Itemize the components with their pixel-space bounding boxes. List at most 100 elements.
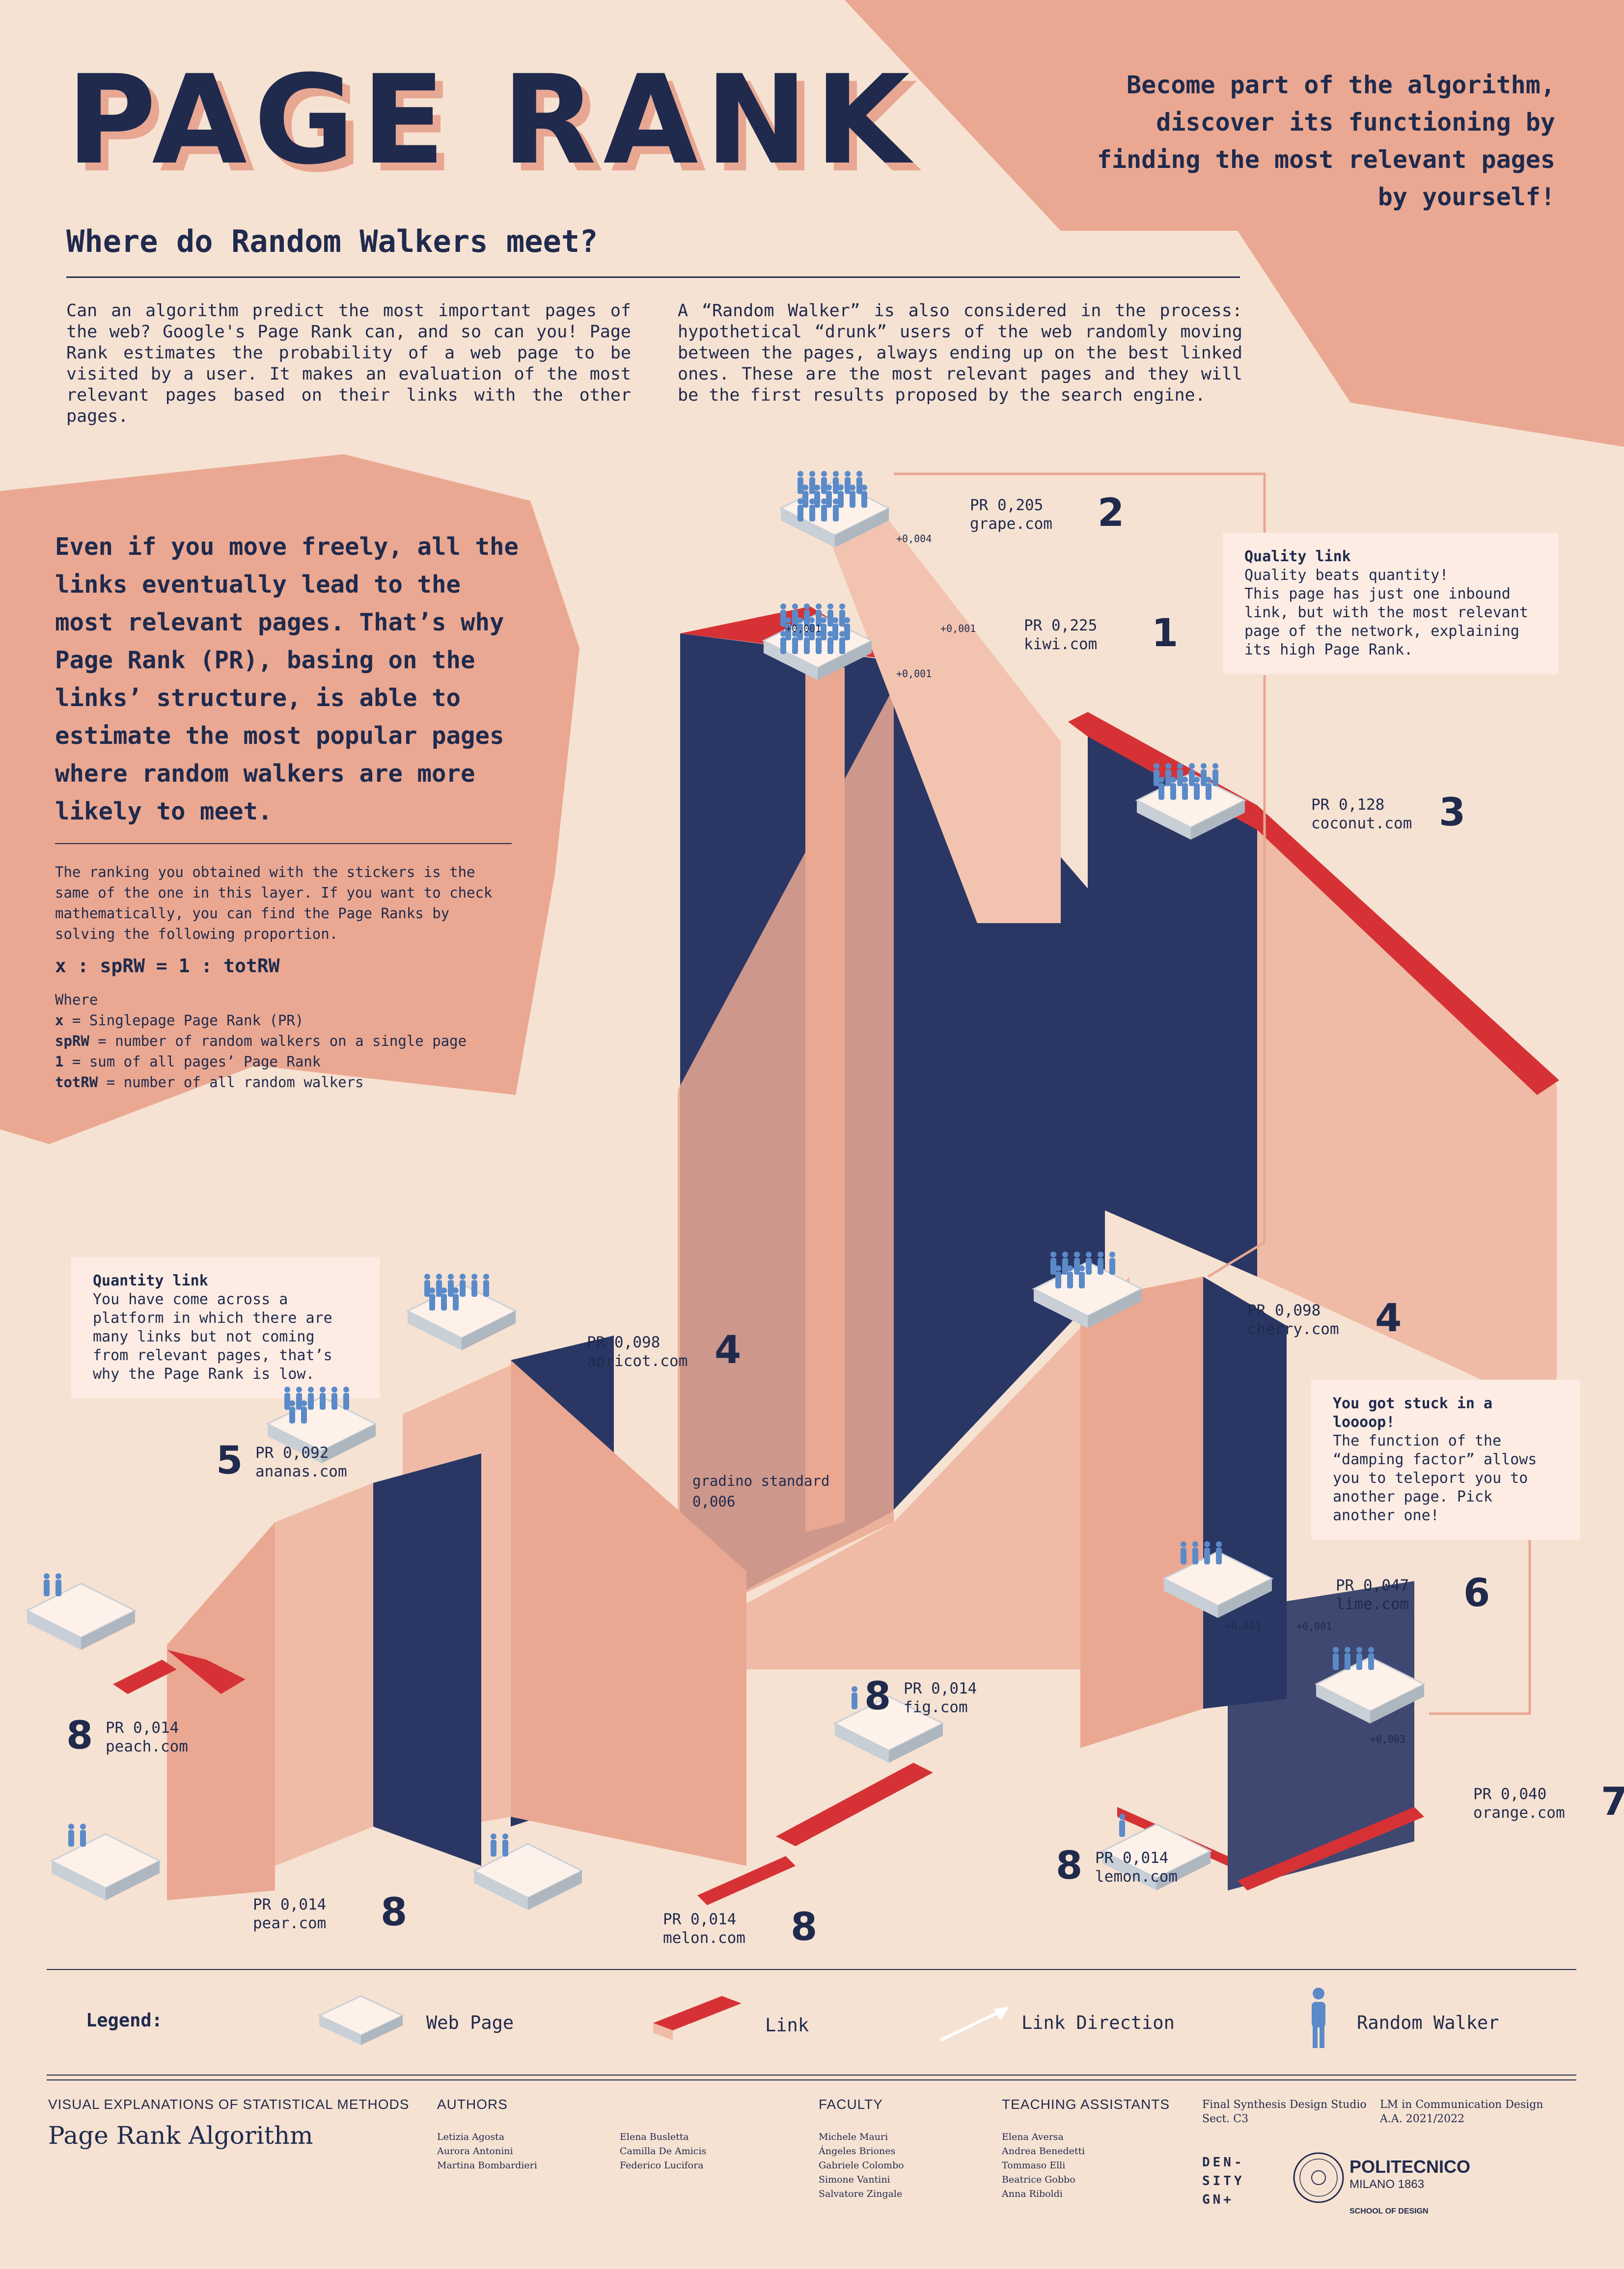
page-domain: kiwi.com	[1024, 635, 1098, 653]
mountain-ananas	[167, 1453, 481, 1900]
random-walker-icon	[833, 471, 839, 494]
random-walker-icon	[1165, 763, 1171, 786]
random-walker-icon	[80, 1824, 86, 1847]
random-walker-icon	[785, 617, 791, 640]
author-name: Elena Busletta	[620, 2132, 689, 2142]
random-walker-icon	[798, 471, 803, 494]
random-walker-icon	[1333, 1647, 1339, 1670]
web-page-platform	[1135, 763, 1247, 840]
random-walker-icon	[502, 1833, 508, 1857]
politecnico-seal-icon	[1293, 2152, 1344, 2203]
random-walker-icon	[1158, 777, 1164, 800]
random-walker-icon	[284, 1387, 290, 1410]
random-walker-icon	[1062, 1252, 1068, 1275]
page-rank-value: PR 0,092	[255, 1444, 329, 1462]
page-rank-value: PR 0,040	[1473, 1785, 1547, 1803]
definition-row: totRW = number of all random walkers	[55, 1074, 364, 1091]
page-rank-position: 7	[1601, 1780, 1624, 1824]
legend-divider	[47, 1969, 1576, 1970]
random-walker-icon	[289, 1400, 295, 1423]
legend-web-page-icon	[317, 1995, 405, 2045]
random-walker-icon	[827, 603, 833, 627]
author-name: Federico Lucifora	[620, 2160, 704, 2171]
random-walker-icon	[1204, 1541, 1210, 1564]
page-rank-position: 8	[381, 1890, 408, 1935]
random-walker-icon	[1074, 1252, 1080, 1275]
random-walker-icon	[844, 617, 850, 640]
tagline: Become part of the algorithm, discover i…	[1097, 71, 1555, 211]
note-loop: You got stuck in a loooop! The function …	[1311, 1380, 1580, 1540]
faculty-heading: FACULTY	[819, 2097, 883, 2112]
random-walker-icon	[780, 631, 786, 654]
random-walker-icon	[301, 1400, 307, 1423]
page-domain: lime.com	[1336, 1595, 1409, 1613]
random-walker-icon	[821, 471, 827, 494]
page-rank-label: PR 0,205 grape.com	[970, 496, 1052, 533]
note-body: You have come across a platform in which…	[93, 1291, 332, 1383]
page-rank-value: PR 0,014	[106, 1719, 179, 1737]
random-walker-icon	[816, 603, 822, 627]
random-walker-icon	[1055, 1265, 1061, 1288]
page-domain: fig.com	[904, 1698, 968, 1716]
random-walker-icon	[1050, 1252, 1056, 1275]
pagerank-formula: x : spRW = 1 : totRW	[55, 955, 280, 977]
faculty-name: Simone Vantini	[819, 2174, 890, 2185]
note-quality-link: Quality link Quality beats quantity! Thi…	[1223, 533, 1558, 674]
legend-direction-icon	[939, 2007, 1009, 2042]
random-walker-icon	[1192, 1541, 1198, 1564]
random-walker-icon	[1182, 777, 1188, 800]
random-walker-icon	[441, 1287, 447, 1311]
page-rank-value: PR 0,098	[1247, 1302, 1321, 1319]
pagerank-increment-label: +0,001	[940, 623, 976, 634]
random-walker-icon	[460, 1274, 466, 1297]
author-name: Camilla De Amicis	[620, 2146, 707, 2157]
random-walker-icon	[1212, 763, 1218, 786]
random-walker-icon	[1170, 777, 1176, 800]
page-domain: pear.com	[253, 1914, 327, 1932]
page-rank-position: 4	[1375, 1296, 1402, 1340]
random-walker-icon	[845, 471, 851, 494]
ta-name: Elena Aversa	[1002, 2132, 1064, 2142]
web-page-platform	[779, 471, 891, 547]
page-rank-value: PR 0,014	[253, 1896, 327, 1914]
random-walker-icon	[483, 1274, 489, 1297]
web-page-platform	[1032, 1252, 1144, 1328]
random-walker-icon	[471, 1274, 477, 1297]
random-walker-icon	[804, 631, 810, 654]
page-rank-label: PR 0,014 melon.com	[663, 1910, 745, 1947]
page-title: PAGE RANK	[66, 49, 917, 191]
random-walker-icon	[832, 617, 838, 640]
note-quantity-link: Quantity link You have come across a pla…	[71, 1257, 380, 1398]
random-walker-icon	[809, 617, 815, 640]
random-walker-icon	[424, 1274, 430, 1297]
random-walker-icon	[839, 631, 845, 654]
page-rank-position: 6	[1463, 1571, 1490, 1615]
random-walker-icon	[839, 603, 845, 627]
page-rank-value: PR 0,205	[970, 496, 1044, 514]
random-walker-icon	[68, 1824, 74, 1847]
intro-right: A “Random Walker” is also considered in …	[678, 301, 1242, 405]
random-walker-icon	[1356, 1647, 1362, 1670]
legend-direction-label: Link Direction	[1021, 2012, 1175, 2033]
random-walker-icon	[816, 631, 822, 654]
step-annotation: gradino standard 0,006	[692, 1473, 830, 1510]
subtitle: Where do Random Walkers meet?	[66, 223, 598, 259]
page-rank-position: 3	[1439, 791, 1466, 835]
page-rank-value: PR 0,014	[663, 1911, 737, 1928]
random-walker-icon	[856, 471, 862, 494]
random-walker-icon	[1109, 1252, 1115, 1275]
definition-row: 1 = sum of all pages’ Page Rank	[55, 1053, 321, 1070]
page-domain: lemon.com	[1095, 1868, 1178, 1886]
page-rank-label: PR 0,092 ananas.com	[255, 1444, 347, 1481]
page-rank-position: 8	[791, 1905, 818, 1949]
ta-list: Elena Aversa Andrea Benedetti Tommaso El…	[1002, 2130, 1085, 2201]
sidebar-divider	[55, 843, 512, 844]
note-title: You got stuck in a loooop!	[1333, 1395, 1493, 1431]
page-rank-position: 4	[715, 1328, 742, 1372]
random-walker-icon	[1154, 763, 1159, 786]
random-walker-icon	[343, 1387, 349, 1410]
random-walker-icon	[780, 603, 786, 627]
pagerank-increment-label: +0,001	[896, 668, 932, 680]
random-walker-icon	[827, 631, 833, 654]
